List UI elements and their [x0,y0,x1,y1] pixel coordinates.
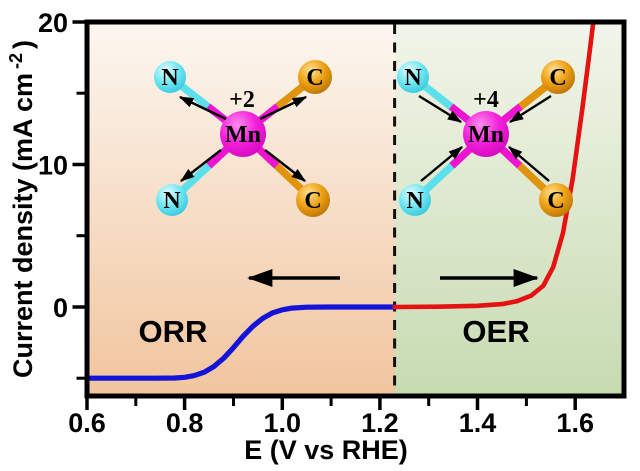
charge-transfer-arrow [508,146,550,182]
charge-transfer-arrow [418,94,463,124]
atom-letter-c: C [304,188,321,214]
oer-region-label: OER [462,314,529,349]
y-axis-label: Current density (mA cm -2 ) [6,40,38,378]
axis-ticks: 0.6 0.8 1.0 1.2 1.4 1.6 0 10 20 [38,8,594,438]
mn-molecule-right: N N C C Mn [397,60,575,217]
atom-letter-n: N [404,65,422,91]
polarization-curves [88,23,596,381]
atom-letter-n: N [161,65,179,91]
oxidation-label-right: +4 [473,87,499,113]
orr-curve [88,304,398,381]
x-tick-label: 1.6 [556,408,594,438]
carbon-atom [539,183,573,217]
x-tick-label: 0.8 [166,408,204,438]
charge-transfer-arrow [264,149,306,182]
oer-curve [392,23,596,310]
nitrogen-atom [397,61,429,93]
manganese-atom [220,111,266,157]
charge-transfer-arrow [178,95,227,121]
manganese-atom [463,111,509,157]
y-axis-label-close: ) [8,40,38,49]
orr-region-background [89,24,395,395]
atom-letter-c: C [547,188,564,214]
charge-transfer-arrow [180,149,222,182]
atom-letter-c: C [549,65,566,91]
orr-region-label: ORR [139,314,208,349]
nitrogen-atom [156,184,188,216]
mn-molecule-left: N N C C Mn [154,60,332,217]
molecule-insets: N N C C Mn N N C C Mn [154,60,575,217]
y-tick-label: 0 [53,293,68,323]
y-axis-label-superscript: -2 [6,53,26,69]
x-axis-label: E (V vs RHE) [244,435,408,465]
carbon-atom [298,60,332,94]
nitrogen-atom [154,61,186,93]
x-tick-label: 1.0 [264,408,302,438]
atom-letter-n: N [163,188,181,214]
x-tick-label: 1.4 [459,408,497,438]
atom-letter-c: C [306,65,323,91]
manganese-label: Mn [225,122,261,148]
charge-transfer-arrow [420,146,463,182]
carbon-atom [541,60,575,94]
x-tick-label: 1.2 [361,408,399,438]
oxidation-label-left: +2 [229,87,255,113]
charge-transfer-arrow [508,94,552,124]
plot-border [84,19,627,399]
x-tick-label: 0.6 [68,408,106,438]
atom-letter-n: N [406,188,424,214]
charge-transfer-arrow [259,95,308,121]
nitrogen-atom [399,184,431,216]
y-tick-label: 20 [38,8,68,38]
y-tick-label: 10 [38,151,68,181]
y-axis-label-main: Current density (mA cm [8,73,38,378]
carbon-atom [296,183,330,217]
manganese-label: Mn [468,122,504,148]
